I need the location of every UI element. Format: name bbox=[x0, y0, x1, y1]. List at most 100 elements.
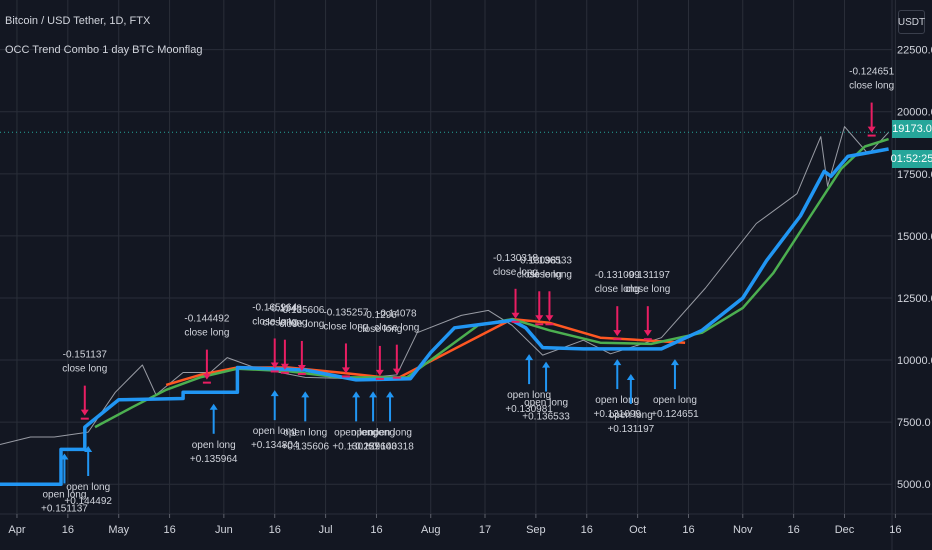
close-long-arrowhead bbox=[867, 126, 876, 133]
open-long-label: open long bbox=[66, 482, 110, 493]
time-tick-label: Sep bbox=[526, 524, 546, 536]
close-long-label: close long bbox=[527, 269, 572, 280]
close-long-arrowhead bbox=[613, 330, 622, 337]
open-long-label: +0.134804 bbox=[251, 440, 299, 451]
open-long-arrowhead bbox=[84, 445, 93, 452]
close-long-label: -0.144492 bbox=[184, 314, 229, 325]
open-long-arrowhead bbox=[270, 390, 279, 397]
close-long-label: close long bbox=[625, 284, 670, 295]
price-axis[interactable]: 5000.0 7500.0 10000.0 12500.0 15000.0 17500.0… bbox=[897, 45, 932, 492]
close-long-label: -0.1348 bbox=[268, 304, 302, 315]
open-long-label: open long bbox=[192, 440, 236, 451]
open-long-label: open long bbox=[609, 410, 653, 421]
close-long-label: -0.135257 bbox=[323, 307, 368, 318]
open-long-arrowhead bbox=[386, 391, 395, 398]
open-long-label: +0.136533 bbox=[522, 412, 570, 423]
close-long-label: -0.135606 bbox=[279, 305, 324, 316]
close-long-arrowhead bbox=[341, 367, 350, 374]
open-long-arrowhead bbox=[626, 373, 635, 380]
fast_ma-series-line bbox=[94, 137, 889, 429]
close-long-label: close long bbox=[357, 324, 402, 335]
indicator-title[interactable]: OCC Trend Combo 1 day BTC Moonflag bbox=[5, 44, 203, 56]
currency-button[interactable]: USDT bbox=[898, 10, 925, 34]
close-long-label: close long bbox=[62, 364, 107, 375]
open-long-label: +0.135964 bbox=[190, 454, 238, 465]
close-long-label: -0.131099 bbox=[595, 270, 640, 281]
open-long-label: open long bbox=[524, 398, 568, 409]
close-long-label: -0.151137 bbox=[63, 350, 108, 361]
close-long-label: close long bbox=[493, 267, 538, 278]
open-long-arrowhead bbox=[301, 391, 310, 398]
close-long-label: close long bbox=[184, 328, 229, 339]
series-layer bbox=[0, 126, 892, 486]
open-long-label: +0.124651 bbox=[651, 409, 699, 420]
close-long-arrowhead bbox=[545, 315, 554, 322]
open-long-label: +0.130257 bbox=[332, 441, 380, 452]
time-tick-label: 16 bbox=[62, 524, 74, 536]
close-long-label: -0.130318 bbox=[493, 253, 538, 264]
time-tick-label: 16 bbox=[682, 524, 694, 536]
open-long-arrowhead bbox=[542, 361, 551, 368]
time-tick-label: Aug bbox=[421, 524, 441, 536]
open-long-label: +0.151137 bbox=[41, 503, 88, 514]
close-long-label: -0.131197 bbox=[626, 270, 671, 281]
open-long-label: open long bbox=[42, 489, 86, 500]
price-tick-label: 12500.0 bbox=[897, 293, 932, 305]
close-long-arrowhead bbox=[80, 409, 89, 416]
close-long-label: close long bbox=[323, 321, 368, 332]
close-long-label: close long bbox=[279, 319, 324, 330]
open-long-arrowhead bbox=[670, 359, 679, 366]
time-tick-label: Jul bbox=[319, 524, 333, 536]
open-long-label: open long bbox=[253, 426, 297, 437]
close-long-label: -0.1296 bbox=[363, 310, 397, 321]
open-long-arrowhead bbox=[209, 403, 218, 410]
time-tick-label: Apr bbox=[8, 524, 25, 536]
price-tick-label: 20000.0 bbox=[897, 107, 932, 119]
time-tick-label: Nov bbox=[733, 524, 753, 536]
time-tick-label: 16 bbox=[163, 524, 175, 536]
close-long-arrowhead bbox=[280, 363, 289, 370]
time-tick-label: Jun bbox=[215, 524, 233, 536]
price-tick-label: 5000.0 bbox=[897, 479, 931, 491]
open-long-label: +0.144492 bbox=[64, 496, 112, 507]
time-tick-label: 16 bbox=[581, 524, 593, 536]
close-long-arrowhead bbox=[643, 330, 652, 337]
open-long-arrowhead bbox=[352, 391, 361, 398]
close-long-label: close long bbox=[374, 323, 419, 334]
open-long-label: open long bbox=[595, 395, 639, 406]
open-long-label: +0.135606 bbox=[281, 441, 329, 452]
time-axis[interactable]: Apr 16 May 16 Jun 16 Jul 16 Aug 17 Sep 16 Oct 16 Nov 16… bbox=[8, 514, 902, 536]
open-long-label: +0.129603 bbox=[349, 441, 397, 452]
close-long-arrowhead bbox=[202, 373, 211, 380]
time-tick-label: 16 bbox=[889, 524, 901, 536]
time-tick-label: Dec bbox=[835, 524, 855, 536]
close-long-label: -0.124651 bbox=[849, 67, 894, 78]
open-long-arrowhead bbox=[60, 453, 69, 460]
close-long-arrowhead bbox=[297, 364, 306, 371]
open-long-arrowhead bbox=[525, 354, 534, 361]
price-tick-label: 15000.0 bbox=[897, 231, 932, 243]
close-long-label: -0.165964 bbox=[252, 302, 297, 313]
trend-series-line bbox=[0, 147, 889, 486]
grid bbox=[0, 0, 896, 514]
close-long-label: close long bbox=[595, 284, 640, 295]
price-tick-label: 10000.0 bbox=[897, 355, 932, 367]
open-long-label: open long bbox=[351, 427, 395, 438]
open-long-label: +0.140318 bbox=[366, 441, 414, 452]
price-tick-label: 17500.0 bbox=[897, 169, 932, 181]
close-long-label: close long bbox=[517, 269, 562, 280]
time-tick-label: 16 bbox=[269, 524, 281, 536]
time-tick-label: 16 bbox=[788, 524, 800, 536]
close-long-label: -0.136533 bbox=[527, 255, 572, 266]
price-tick-label: 7500.0 bbox=[897, 417, 931, 429]
price-series-line bbox=[0, 126, 889, 445]
close-long-label: -0.14078 bbox=[377, 309, 417, 320]
open-long-label: +0.131197 bbox=[607, 424, 654, 435]
close-long-arrowhead bbox=[270, 362, 279, 369]
open-long-arrowhead bbox=[369, 391, 378, 398]
symbol-title[interactable]: Bitcoin / USD Tether, 1D, FTX bbox=[5, 15, 151, 27]
open-long-arrowhead bbox=[613, 359, 622, 366]
time-tick-label: May bbox=[108, 524, 129, 536]
